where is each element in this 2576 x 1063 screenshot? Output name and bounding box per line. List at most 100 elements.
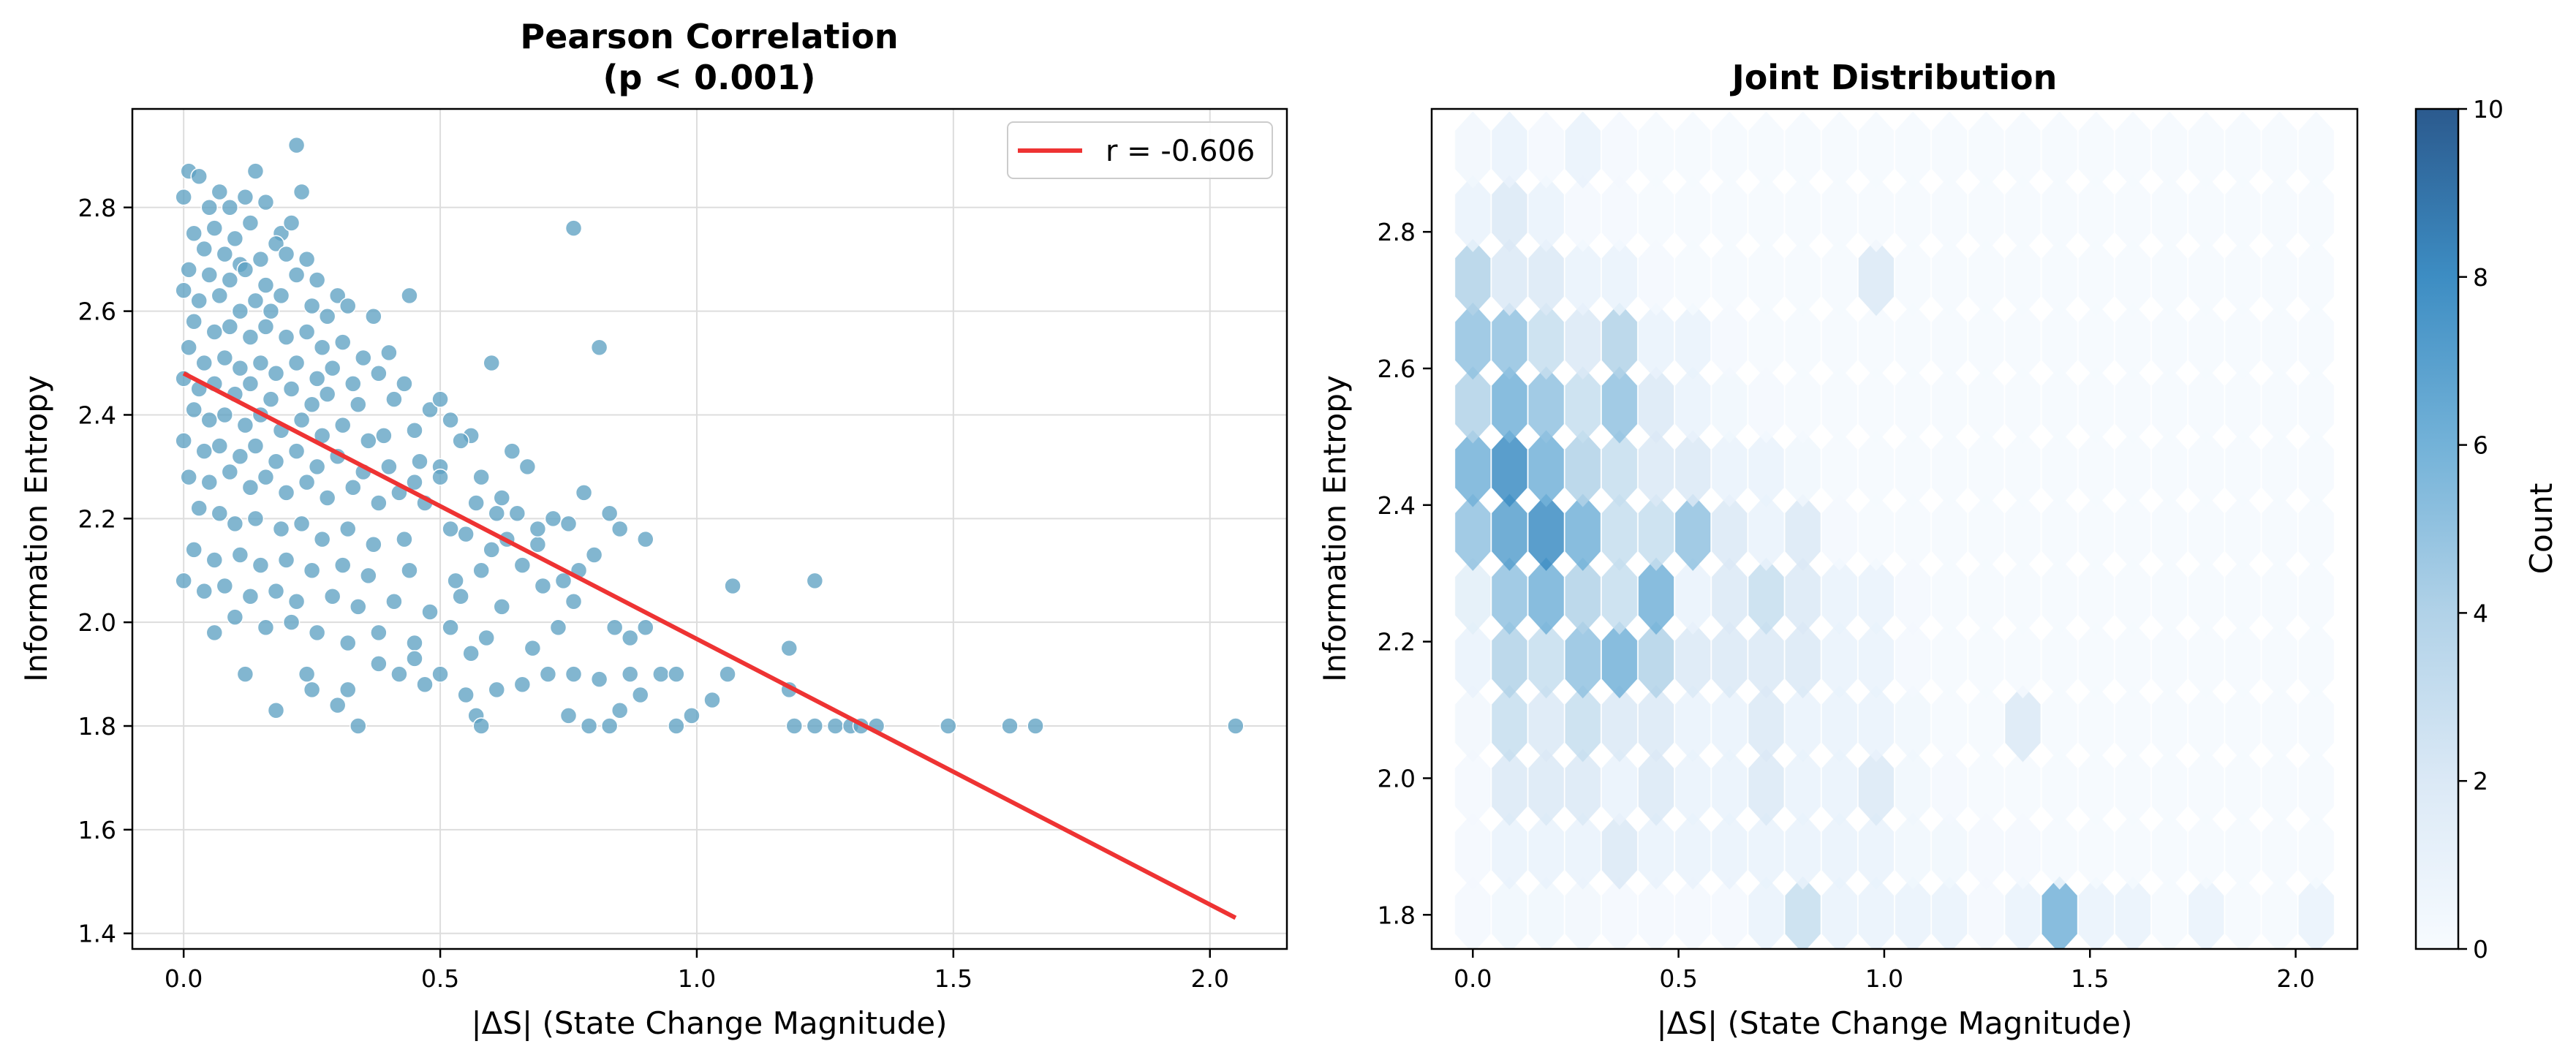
hexbin-cell [2151, 493, 2188, 572]
hexbin-cell [1638, 684, 1674, 763]
hexbin-cell [1638, 238, 1674, 317]
scatter-point [534, 577, 552, 595]
hexbin-cell [1858, 366, 1895, 444]
hexbin-cell [1638, 812, 1674, 890]
hexbin-cell [1454, 621, 1491, 699]
scatter-point [333, 416, 352, 434]
hexbin-cell [1674, 493, 1711, 572]
scatter-point [1027, 717, 1044, 735]
scatter-point [513, 676, 532, 694]
hexbin-y-tick-label: 2.2 [1378, 628, 1416, 657]
scatter-point [298, 250, 316, 268]
hexbin-cell [2005, 429, 2041, 508]
hexbin-y-label: Information Entropy [1317, 375, 1353, 682]
hexbin-cell [1968, 812, 2004, 890]
colorbar-tick-label: 4 [2473, 599, 2488, 627]
hexbin-cell [1858, 684, 1895, 763]
scatter-point [632, 686, 649, 704]
hexbin-cell [2225, 557, 2261, 635]
hexbin-cell [1638, 557, 1674, 635]
scatter-point [221, 199, 239, 216]
hexbin-cell [2041, 493, 2078, 572]
hexbin-cell [2298, 366, 2335, 444]
scatter-point [272, 520, 290, 538]
hexbin-cell [1601, 366, 1638, 444]
hexbin-cell [2262, 238, 2297, 317]
fit-line [182, 371, 1237, 920]
scatter-point [600, 504, 619, 522]
scatter-point [350, 396, 367, 414]
hexbin-cell [1858, 748, 1895, 826]
hexbin-cell [1785, 302, 1821, 380]
hexbin-cell [1601, 684, 1638, 763]
hexbin-cell [1858, 621, 1895, 699]
hexbin-cell [1528, 110, 1564, 189]
scatter-point [252, 250, 270, 268]
scatter-point [401, 561, 418, 579]
hexbin-cell [2115, 110, 2151, 189]
hexbin-cell [2078, 493, 2115, 572]
hexbin-cell [1492, 366, 1527, 444]
hexbin-cell [2262, 429, 2297, 508]
scatter-point [406, 650, 423, 667]
scatter-point [365, 307, 382, 325]
hexbin-cell [1565, 876, 1601, 949]
hexbin-cell [1748, 302, 1784, 380]
hexbin-cell [1638, 110, 1674, 189]
hexbin-cell [1454, 876, 1491, 949]
hexbin-cell [1968, 493, 2004, 572]
scatter-point [231, 302, 249, 320]
hexbin-cell [2225, 429, 2261, 508]
scatter-point [241, 375, 260, 393]
scatter-x-tick-label: 0.5 [421, 964, 459, 993]
scatter-point [806, 717, 824, 735]
hexbin-cell [1931, 366, 1968, 444]
hexbin-cell [2188, 621, 2224, 699]
scatter-point [287, 442, 306, 460]
scatter-point [406, 634, 423, 652]
hexbin-cell [2078, 557, 2115, 635]
hexbin-cell [1931, 302, 1968, 380]
hexbin-cell [1931, 429, 1968, 508]
hexbin-cell [1895, 812, 1931, 890]
hexbin-cell [1748, 684, 1784, 763]
hexbin-cell [2298, 621, 2335, 699]
scatter-point [200, 473, 219, 491]
hexbin-cell [1821, 238, 1858, 317]
scatter-point [780, 639, 798, 657]
scatter-point [262, 390, 280, 408]
scatter-point [257, 193, 275, 211]
scatter-point [554, 572, 573, 590]
scatter-point [637, 530, 654, 548]
hexbin-cell [1565, 748, 1601, 826]
hexbin-cell [1601, 302, 1638, 380]
scatter-point [637, 618, 654, 637]
scatter-x-tick-label: 1.5 [934, 964, 972, 993]
hexbin-cell [1968, 110, 2004, 189]
hexbin-cell [1528, 621, 1564, 699]
hexbin-y-tick-label: 1.8 [1378, 901, 1416, 929]
scatter-point [216, 577, 234, 595]
scatter-point [493, 489, 511, 507]
scatter-point [226, 515, 244, 533]
scatter-y-tick-label: 1.4 [78, 920, 116, 948]
scatter-point [241, 214, 260, 232]
hexbin-cell [2188, 238, 2224, 317]
scatter-point [246, 510, 265, 528]
scatter-point [350, 717, 367, 735]
colorbar-tick-label: 10 [2473, 95, 2504, 124]
hexbin-cell [1565, 557, 1601, 635]
hexbin-cell [1638, 621, 1674, 699]
scatter-point [185, 224, 203, 242]
scatter-point [236, 261, 254, 279]
scatter-point [350, 598, 367, 616]
hexbin-cell [2262, 684, 2297, 763]
hexbin-cell [1858, 175, 1895, 253]
scatter-point [175, 572, 192, 590]
hexbin-cell [1748, 621, 1784, 699]
hexbin-cell [2151, 812, 2188, 890]
hexbin-cell [2005, 238, 2041, 317]
hexbin-cell [1895, 621, 1931, 699]
scatter-point [323, 587, 341, 605]
